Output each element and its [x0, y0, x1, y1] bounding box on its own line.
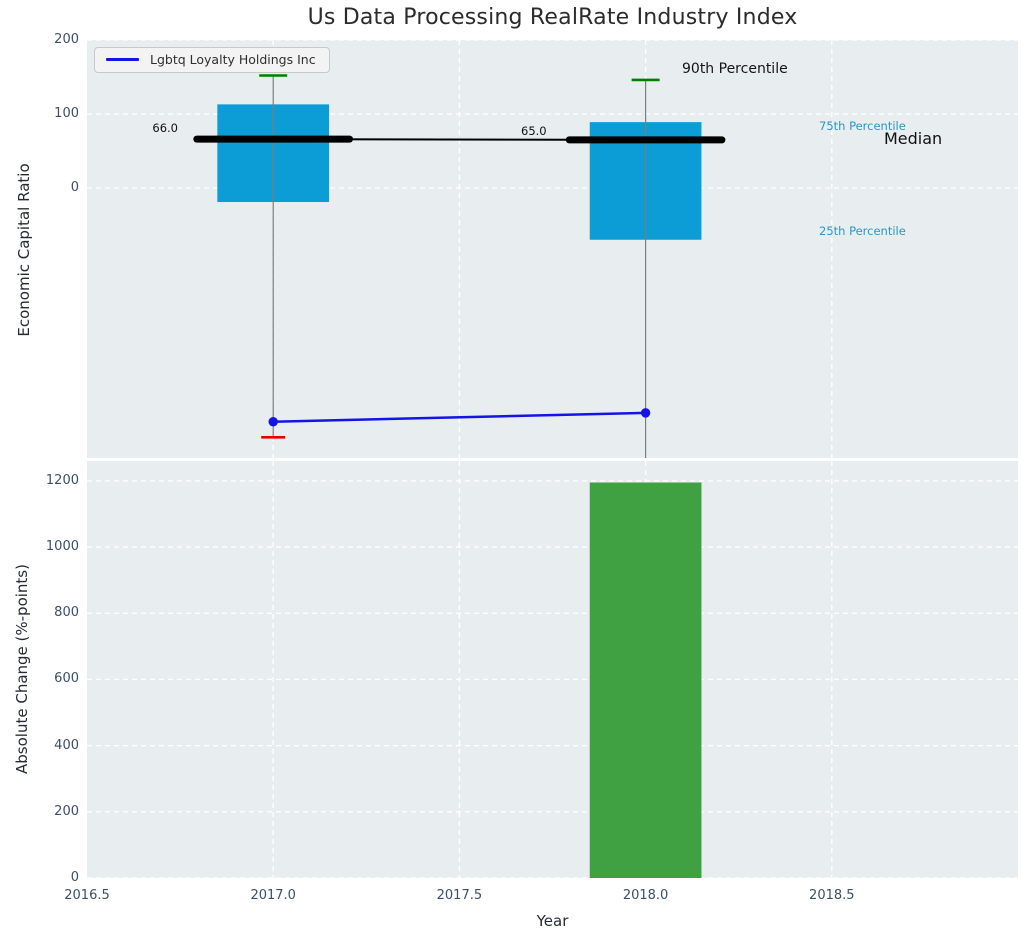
bottom-y-tick-label: 600 [54, 671, 79, 687]
annotation-25th-percentile: 25th Percentile [819, 224, 906, 238]
top-plot-area: Lgbtq Loyalty Holdings Inc [87, 40, 1018, 458]
annotation-median: Median [884, 129, 943, 148]
x-tick-label: 2018.5 [809, 888, 855, 903]
annotation-75th-percentile: 75th Percentile [819, 119, 906, 133]
legend: Lgbtq Loyalty Holdings Inc [94, 47, 330, 73]
bottom-y-tick-label: 800 [54, 605, 79, 621]
bottom-y-tick-label: 0 [70, 870, 79, 885]
bar-chart-canvas [87, 461, 1018, 878]
median-value-label-2017: 66.0 [152, 121, 178, 135]
x-tick-label: 2017.5 [436, 888, 483, 903]
bottom-y-tick-label: 1200 [45, 472, 79, 488]
bottom-y-axis-label: Absolute Change (%-points) [13, 564, 31, 774]
bottom-y-tick-label: 400 [54, 737, 79, 753]
chart-title: Us Data Processing RealRate Industry Ind… [307, 5, 798, 30]
legend-label: Lgbtq Loyalty Holdings Inc [150, 52, 316, 67]
bottom-y-tick-label: 200 [54, 803, 79, 819]
x-axis-label: Year [536, 912, 569, 930]
x-tick-label: 2016.5 [64, 888, 110, 903]
legend-line-sample [106, 58, 139, 61]
top-y-tick-label: 100 [54, 105, 79, 121]
top-y-tick-label: 0 [70, 179, 79, 195]
top-y-tick-label: 200 [54, 32, 79, 47]
x-tick-label: 2017.0 [250, 888, 296, 903]
bottom-y-tick-label: 1000 [45, 539, 79, 555]
boxplot-canvas [87, 40, 1018, 458]
bottom-plot-area [87, 461, 1018, 878]
annotation-90th-percentile: 90th Percentile [682, 61, 788, 77]
x-tick-label: 2018.0 [622, 888, 669, 903]
median-value-label-2018: 65.0 [521, 124, 547, 138]
